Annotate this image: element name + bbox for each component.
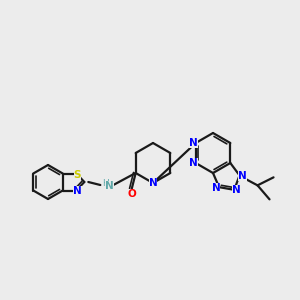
Text: O: O — [127, 189, 136, 199]
Text: N: N — [189, 138, 198, 148]
Text: N: N — [212, 183, 220, 193]
Text: S: S — [74, 169, 81, 179]
Text: N: N — [73, 185, 82, 196]
Text: N: N — [238, 171, 247, 182]
Text: H: H — [102, 178, 109, 188]
Text: N: N — [189, 158, 198, 168]
Text: N: N — [148, 178, 158, 188]
Text: N: N — [105, 181, 114, 191]
Text: N: N — [232, 185, 241, 195]
